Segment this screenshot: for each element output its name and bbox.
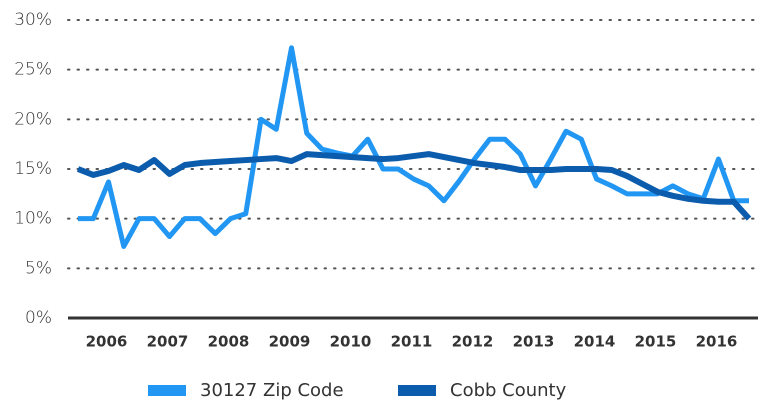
legend-label: 30127 Zip Code <box>200 380 344 401</box>
legend-swatch <box>148 385 186 396</box>
x-tick-label: 2014 <box>574 333 616 351</box>
y-tick-label: 0% <box>25 308 52 328</box>
legend-label: Cobb County <box>450 380 567 401</box>
y-tick-label: 25% <box>14 60 52 80</box>
x-tick-label: 2012 <box>452 333 494 351</box>
y-tick-label: 10% <box>14 209 52 229</box>
y-tick-label: 30% <box>14 10 52 30</box>
y-tick-label: 5% <box>25 258 52 278</box>
x-tick-label: 2011 <box>391 333 433 351</box>
x-tick-label: 2008 <box>208 333 250 351</box>
legend-swatch <box>398 385 436 396</box>
y-tick-label: 20% <box>14 109 52 129</box>
x-tick-label: 2007 <box>147 333 189 351</box>
x-tick-label: 2016 <box>696 333 738 351</box>
x-tick-label: 2009 <box>269 333 311 351</box>
x-tick-label: 2010 <box>330 333 372 351</box>
line-series <box>76 151 752 221</box>
x-tick-label: 2015 <box>635 333 677 351</box>
line-series <box>78 45 749 249</box>
x-tick-label: 2006 <box>86 333 128 351</box>
x-tick-label: 2013 <box>513 333 555 351</box>
y-tick-label: 15% <box>14 159 52 179</box>
